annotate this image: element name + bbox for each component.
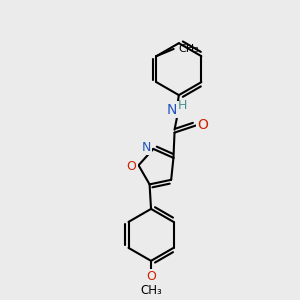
Text: CH₃: CH₃ <box>140 284 162 297</box>
Text: N: N <box>141 141 151 154</box>
Text: O: O <box>197 118 208 132</box>
Text: O: O <box>146 270 156 283</box>
Text: N: N <box>167 103 177 116</box>
Text: O: O <box>126 160 136 173</box>
Text: CH₃: CH₃ <box>178 44 199 54</box>
Text: H: H <box>178 99 187 112</box>
